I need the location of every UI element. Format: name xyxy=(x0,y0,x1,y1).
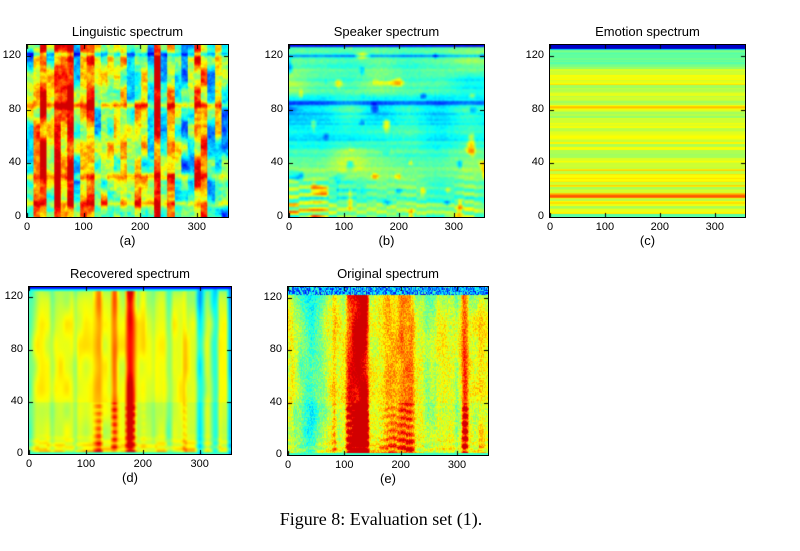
subplot-title: Emotion spectrum xyxy=(595,24,700,39)
x-tick-label: 200 xyxy=(131,221,150,233)
y-tick-label: 40 xyxy=(531,156,544,169)
x-tick-label: 100 xyxy=(595,221,615,233)
x-tick-label: 200 xyxy=(389,221,409,233)
y-tick-label: 120 xyxy=(4,290,23,303)
figure-caption: Figure 8: Evaluation set (1). xyxy=(279,509,483,529)
y-tick-label: 80 xyxy=(269,343,282,355)
spectrogram-heatmap-canvas xyxy=(289,45,484,217)
subplot-speaker: Speaker spectrum (b) 0 100 200 300 0 40 80 120 xyxy=(265,25,485,247)
plot-area xyxy=(549,44,746,218)
spectrogram-heatmap-canvas xyxy=(550,45,745,217)
x-tick-label: 200 xyxy=(650,221,670,233)
subplot-linguistic: Linguistic spectrum (a) 0 100 200 300 0 40 80 1… xyxy=(3,25,229,247)
plot-area xyxy=(26,44,229,218)
y-tick-label: 80 xyxy=(10,342,23,355)
y-tick-label: 80 xyxy=(531,102,544,115)
subplot-title: Recovered spectrum xyxy=(70,266,190,281)
x-tick-label: 200 xyxy=(133,458,152,470)
subplot-title: Original spectrum xyxy=(337,266,439,281)
x-tick-label: 0 xyxy=(23,221,31,233)
y-tick-label: 120 xyxy=(264,48,283,61)
spectrogram-heatmap-canvas xyxy=(29,287,231,454)
x-tick-label: 100 xyxy=(74,221,93,233)
x-tick-label: 300 xyxy=(444,221,463,233)
subplot-emotion: Emotion spectrum (c) 0 100 200 300 0 40 80 120 xyxy=(526,25,746,247)
x-tick-label: 200 xyxy=(391,459,410,471)
y-tick-label: 0 xyxy=(14,210,21,222)
y-tick-label: 0 xyxy=(276,210,283,222)
x-tick-label: 300 xyxy=(447,459,467,471)
y-tick-label: 40 xyxy=(270,156,283,169)
subplot-title: Speaker spectrum xyxy=(333,24,440,39)
y-tick-label: 40 xyxy=(8,156,21,169)
y-tick-label: 120 xyxy=(2,48,21,61)
subplot-original: Original spectrum (e) 0 100 200 300 0 40 80 120 xyxy=(264,267,489,485)
subplot-index-label: (e) xyxy=(380,471,396,486)
x-tick-label: 100 xyxy=(334,221,354,233)
x-tick-label: 100 xyxy=(76,458,96,470)
x-tick-label: 0 xyxy=(546,221,554,233)
subplot-index-label: (a) xyxy=(119,233,136,248)
y-tick-label: 80 xyxy=(270,102,283,115)
plot-area xyxy=(287,286,489,456)
y-tick-label: 120 xyxy=(263,290,282,303)
x-tick-label: 300 xyxy=(187,221,207,233)
subplot-title: Linguistic spectrum xyxy=(71,24,184,39)
spectrogram-heatmap-canvas xyxy=(288,287,488,455)
subplot-index-label: (c) xyxy=(639,233,656,248)
y-tick-label: 120 xyxy=(525,48,544,61)
y-tick-label: 40 xyxy=(269,395,282,408)
x-tick-label: 0 xyxy=(25,458,33,470)
subplot-index-label: (d) xyxy=(122,470,138,485)
x-tick-label: 0 xyxy=(285,221,293,233)
y-tick-label: 80 xyxy=(8,102,21,115)
y-tick-label: 0 xyxy=(275,448,282,460)
x-tick-label: 300 xyxy=(190,458,209,470)
y-tick-label: 0 xyxy=(537,210,544,222)
subplot-recovered: Recovered spectrum (d) 0 100 200 300 0 40 80 12… xyxy=(5,267,232,484)
y-tick-label: 0 xyxy=(16,447,23,459)
y-tick-label: 40 xyxy=(10,394,23,407)
x-tick-label: 0 xyxy=(284,459,292,471)
spectrogram-heatmap-canvas xyxy=(27,45,228,217)
x-tick-label: 100 xyxy=(335,459,354,471)
plot-area xyxy=(28,286,232,455)
subplot-index-label: (b) xyxy=(378,233,395,248)
x-tick-label: 300 xyxy=(705,221,724,233)
plot-area xyxy=(288,44,485,218)
